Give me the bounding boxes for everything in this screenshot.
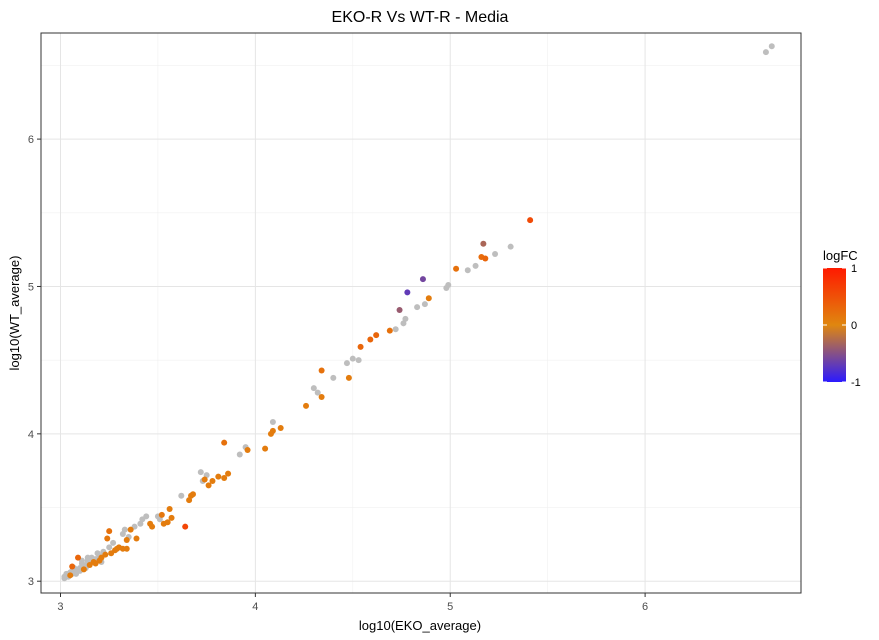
data-point <box>373 332 380 339</box>
data-point <box>168 514 175 521</box>
data-point <box>80 566 87 573</box>
data-point <box>244 447 251 454</box>
x-axis-title: log10(EKO_average) <box>359 618 481 633</box>
data-point <box>392 326 399 333</box>
data-point <box>225 470 232 477</box>
data-point <box>443 284 450 291</box>
colorbar-tick-label: 1 <box>851 263 857 275</box>
data-point <box>762 49 769 56</box>
data-point <box>472 262 479 269</box>
colorbar-ticks: 1 0 -1 <box>823 263 861 389</box>
data-point <box>464 267 471 274</box>
data-point <box>236 451 243 458</box>
data-point <box>527 217 534 224</box>
data-point <box>86 562 93 568</box>
data-point <box>137 520 144 527</box>
data-point <box>186 497 193 504</box>
data-point <box>267 430 274 437</box>
data-point <box>367 336 374 343</box>
y-tick-label: 4 <box>28 429 34 441</box>
data-point <box>386 327 393 334</box>
data-point <box>221 439 228 446</box>
data-point <box>166 506 173 512</box>
data-point <box>160 520 167 527</box>
x-tick-label: 6 <box>642 601 648 613</box>
data-point <box>453 265 460 272</box>
data-point <box>158 511 165 518</box>
data-point <box>492 251 499 258</box>
data-point <box>209 478 216 484</box>
data-point <box>480 240 487 247</box>
data-point <box>69 563 76 570</box>
data-point <box>318 394 325 400</box>
data-point <box>201 476 208 483</box>
data-point <box>507 243 514 250</box>
data-point <box>277 424 284 431</box>
data-point <box>96 557 103 564</box>
data-point <box>84 554 91 561</box>
data-point <box>110 539 117 546</box>
x-tick-label: 3 <box>57 601 63 613</box>
data-point <box>94 550 101 557</box>
data-point <box>357 343 364 350</box>
y-tick-label: 6 <box>28 134 34 146</box>
data-point <box>303 402 310 409</box>
colorbar-tick-label: -1 <box>851 377 861 389</box>
data-point <box>178 492 185 499</box>
data-point <box>221 475 228 482</box>
data-point <box>419 276 426 283</box>
data-point <box>349 355 356 362</box>
data-point <box>104 535 111 542</box>
data-point <box>482 255 489 262</box>
data-point <box>147 520 154 527</box>
data-point <box>75 554 82 561</box>
data-point <box>269 419 276 426</box>
colorbar-title: logFC <box>823 248 858 263</box>
data-point <box>205 482 212 489</box>
data-points <box>61 43 775 582</box>
data-point <box>396 307 403 314</box>
data-point <box>310 385 317 392</box>
plot-panel <box>41 33 801 593</box>
data-point <box>318 367 325 374</box>
data-point <box>400 320 407 327</box>
data-point <box>355 357 362 364</box>
data-point <box>106 544 113 551</box>
data-point <box>119 531 126 538</box>
data-point <box>197 469 204 476</box>
colorbar-gradient <box>823 268 846 382</box>
data-point <box>768 43 775 50</box>
data-point <box>330 374 337 381</box>
y-axis-ticks: 3 4 5 6 <box>28 134 41 588</box>
chart-title: EKO-R Vs WT-R - Media <box>332 9 509 26</box>
x-axis-ticks: 3 4 5 6 <box>57 593 648 613</box>
y-axis-title: log10(WT_average) <box>7 256 22 371</box>
x-tick-label: 5 <box>447 601 453 613</box>
data-point <box>182 523 189 530</box>
data-point <box>133 535 140 542</box>
y-tick-label: 5 <box>28 281 34 293</box>
data-point <box>425 295 432 302</box>
plot-border <box>40 32 802 594</box>
data-point <box>404 289 411 296</box>
y-tick-label: 3 <box>28 576 34 588</box>
data-point <box>215 473 222 480</box>
data-point <box>314 389 321 396</box>
data-point <box>106 528 113 535</box>
data-point <box>345 374 352 381</box>
data-point <box>262 445 269 452</box>
colorbar-tick-label: 0 <box>851 320 857 332</box>
data-point <box>67 572 74 579</box>
data-point <box>414 304 421 311</box>
data-point <box>108 550 115 557</box>
data-point <box>123 536 130 543</box>
colorbar-legend: logFC 1 0 -1 <box>823 248 861 389</box>
data-point <box>343 360 350 367</box>
x-tick-label: 4 <box>252 601 258 613</box>
grid-lines <box>41 33 801 593</box>
data-point <box>127 526 134 533</box>
data-point <box>421 301 428 308</box>
